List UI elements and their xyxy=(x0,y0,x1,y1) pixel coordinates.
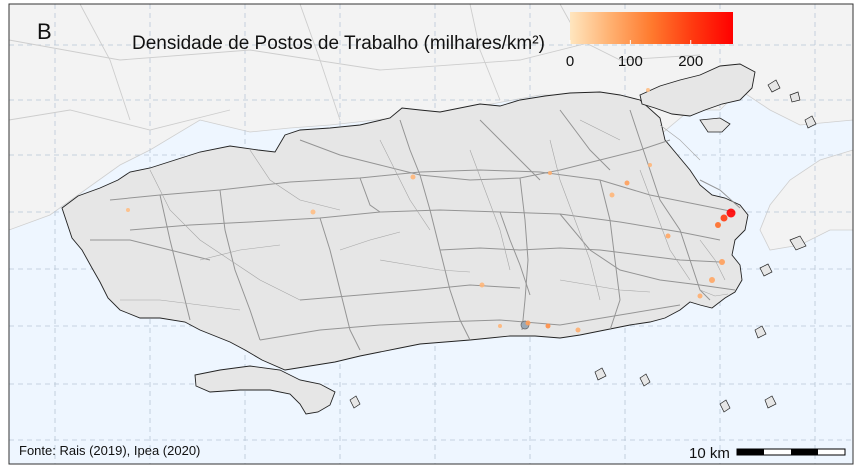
small-islands xyxy=(349,79,817,413)
legend-tick-label: 200 xyxy=(678,53,703,70)
legend-tick-label: 100 xyxy=(618,53,643,70)
hotspot-tijuca xyxy=(548,171,552,175)
outside-land xyxy=(9,4,853,231)
legend-tick-label: 0 xyxy=(566,53,574,70)
panel-border xyxy=(8,3,854,465)
hotspot-centro-3 xyxy=(715,222,721,228)
hotspot-barra-1 xyxy=(525,320,531,326)
scale-bar: 10 km xyxy=(689,445,846,462)
road-network xyxy=(90,109,741,351)
hotspot-centro-2 xyxy=(720,214,728,222)
ilha-do-governador xyxy=(639,63,756,117)
minor-roads xyxy=(120,119,729,311)
hotspot-zona-sul-3 xyxy=(697,293,703,299)
outside-roads xyxy=(9,4,701,131)
hotspot-barra-4 xyxy=(498,324,502,328)
municipality-land xyxy=(61,91,749,371)
fundao-island xyxy=(699,117,731,133)
hotspot-centro xyxy=(726,208,736,218)
scale-bar-label: 10 km xyxy=(689,445,730,462)
hotspot-penha xyxy=(624,180,630,186)
guaratiba-peninsula xyxy=(194,365,336,415)
hotspot-barra-2 xyxy=(545,323,551,329)
panel-label: B xyxy=(37,19,52,44)
legend-title: Densidade de Postos de Trabalho (milhare… xyxy=(132,33,545,54)
legend: Densidade de Postos de Trabalho (milhare… xyxy=(132,12,733,70)
hotspot-jacarepagua xyxy=(479,282,485,288)
hotspot-zona-sul-1 xyxy=(719,259,725,265)
hotspot-meier xyxy=(665,233,671,239)
hotspot-barra-3 xyxy=(575,327,581,333)
hotspot-oeste-1 xyxy=(410,174,416,180)
hotspot-oeste-3 xyxy=(126,208,130,212)
source-note: Fonte: Rais (2019), Ipea (2020) xyxy=(19,443,200,458)
hotspot-oeste-2 xyxy=(310,209,316,215)
legend-ticks: 0 100 200 xyxy=(566,40,703,70)
hotspot-ilha xyxy=(646,88,650,92)
east-land xyxy=(759,149,853,251)
hotspot-norte-1 xyxy=(609,192,615,198)
density-hotspots xyxy=(126,88,736,333)
hotspot-zona-sul-2 xyxy=(709,277,715,283)
hotspot-norte-2 xyxy=(648,163,652,167)
legend-colorbar xyxy=(570,12,733,44)
